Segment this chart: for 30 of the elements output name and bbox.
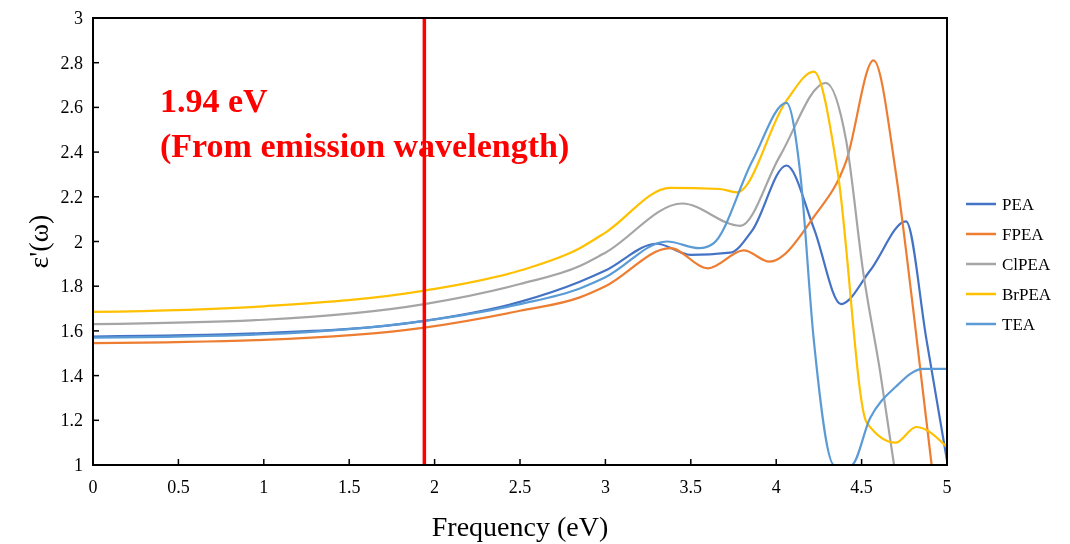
y-tick-label: 1.4 [60, 365, 83, 386]
x-tick-label: 0 [88, 477, 98, 497]
x-tick-label: 3.5 [679, 477, 703, 497]
x-tick-label: 4.5 [850, 477, 873, 497]
y-tick-label: 2 [74, 231, 83, 252]
y-tick-label: 2.8 [60, 52, 83, 73]
x-tick-label: 0.5 [167, 477, 190, 497]
x-tick-label: 5 [942, 477, 952, 497]
x-axis-title: Frequency (eV) [431, 511, 609, 542]
y-tick-label: 2.2 [60, 186, 83, 207]
y-tick-label: 2.6 [60, 97, 83, 118]
y-tick-label: 1.8 [60, 276, 83, 297]
x-tick-label: 3 [600, 477, 610, 497]
x-tick-label: 2.5 [508, 477, 532, 497]
legend-label: TEA [1002, 315, 1036, 334]
legend-label: FPEA [1002, 225, 1045, 244]
legend-label: BrPEA [1002, 285, 1052, 304]
x-tick-label: 1.5 [337, 477, 361, 497]
x-tick-label: 2 [430, 477, 440, 497]
y-tick-label: 1.6 [60, 320, 83, 341]
x-tick-label: 1 [259, 477, 269, 497]
legend-label: ClPEA [1002, 255, 1051, 274]
x-tick-label: 4 [771, 477, 781, 497]
y-tick-label: 2.4 [60, 142, 83, 163]
y-axis-title: ε'(ω) [23, 214, 54, 269]
y-tick-label: 1.2 [60, 410, 83, 431]
annotation: 1.94 eV [160, 82, 269, 119]
legend-label: PEA [1002, 195, 1035, 214]
y-tick-label: 3 [74, 8, 83, 28]
y-tick-label: 1 [74, 455, 83, 475]
